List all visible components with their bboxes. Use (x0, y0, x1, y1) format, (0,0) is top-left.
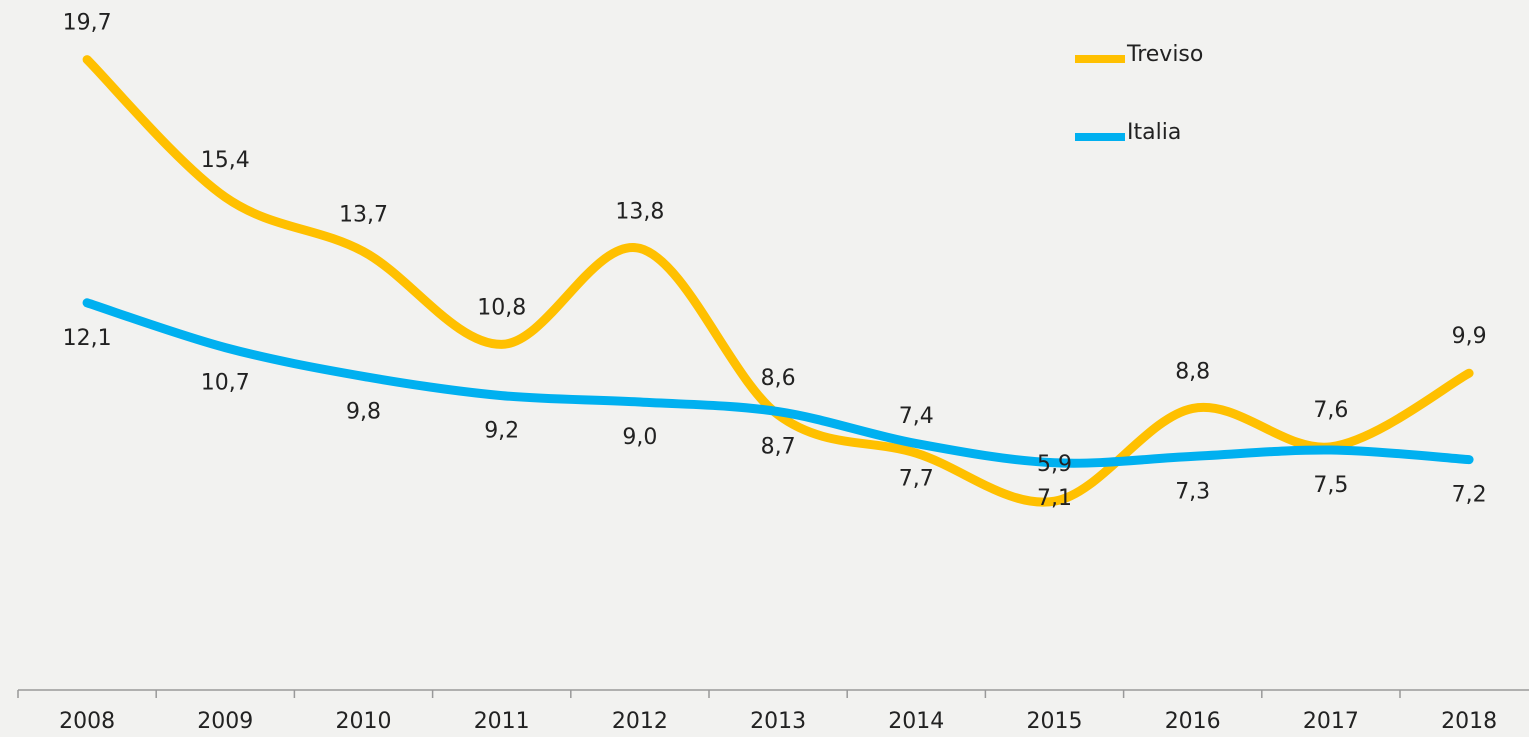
x-tick-label: 2010 (336, 709, 392, 734)
data-label: 7,6 (1313, 398, 1348, 423)
data-label: 7,3 (1175, 479, 1210, 504)
series-line (82, 55, 1474, 507)
data-label: 7,2 (1452, 483, 1487, 508)
x-tick-label: 2012 (612, 709, 668, 734)
series-line (82, 298, 1474, 468)
x-tick-label: 2016 (1165, 709, 1221, 734)
legend-label: Treviso (1126, 42, 1203, 67)
data-label: 10,8 (477, 295, 526, 320)
data-label: 13,8 (615, 199, 664, 224)
data-label: 8,8 (1175, 359, 1210, 384)
data-label: 8,6 (761, 366, 796, 391)
x-tick-label: 2013 (750, 709, 806, 734)
x-tick-label: 2008 (59, 709, 115, 734)
data-label: 12,1 (63, 326, 112, 351)
data-label: 19,7 (63, 11, 112, 36)
x-tick-label: 2009 (197, 709, 253, 734)
data-label: 9,8 (346, 399, 381, 424)
data-label: 7,4 (899, 404, 934, 429)
data-label: 10,7 (201, 371, 250, 396)
x-tick-label: 2011 (474, 709, 530, 734)
data-label: 15,4 (201, 148, 250, 173)
x-tick-label: 2014 (888, 709, 944, 734)
data-label: 9,2 (484, 419, 519, 444)
data-label: 5,9 (1037, 452, 1072, 477)
data-label: 7,5 (1313, 473, 1348, 498)
x-tick-label: 2017 (1303, 709, 1359, 734)
data-label: 7,1 (1037, 486, 1072, 511)
data-label: 13,7 (339, 203, 388, 228)
data-label: 7,7 (899, 467, 934, 492)
data-label: 9,9 (1452, 324, 1487, 349)
legend-label: Italia (1127, 120, 1181, 145)
data-label: 9,0 (622, 425, 657, 450)
x-tick-label: 2015 (1027, 709, 1083, 734)
data-label: 8,7 (761, 435, 796, 460)
x-tick-label: 2018 (1441, 709, 1497, 734)
